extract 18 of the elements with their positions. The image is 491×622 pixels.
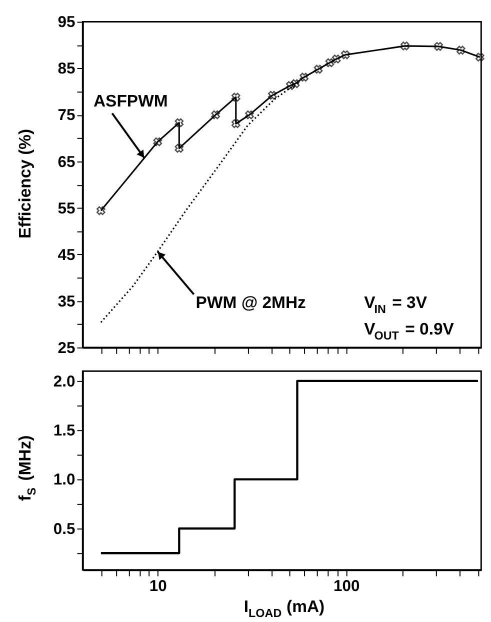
- annotation: PWM @ 2MHz: [196, 293, 306, 312]
- x-tick-label: 100: [334, 578, 360, 595]
- annotation: ASFPWM: [93, 91, 168, 110]
- y-tick-label: 95: [58, 14, 76, 32]
- y-axis-title: Efficiency (%): [16, 128, 35, 239]
- y-axis-title: fS (MHz): [16, 435, 38, 501]
- y-tick-label: 1.5: [53, 422, 76, 440]
- y-tick-label: 0.5: [53, 520, 76, 538]
- y-tick-label: 35: [58, 293, 76, 310]
- y-tick-label: 25: [58, 340, 76, 357]
- y-tick-label: 2.0: [53, 373, 76, 390]
- x-tick-label: 10: [149, 578, 168, 595]
- y-tick-label: 75: [58, 107, 76, 124]
- y-tick-label: 45: [58, 246, 76, 264]
- y-tick-label: 55: [58, 200, 76, 218]
- y-tick-label: 1.0: [53, 472, 76, 489]
- y-tick-label: 85: [58, 60, 76, 78]
- y-tick-label: 65: [58, 154, 76, 171]
